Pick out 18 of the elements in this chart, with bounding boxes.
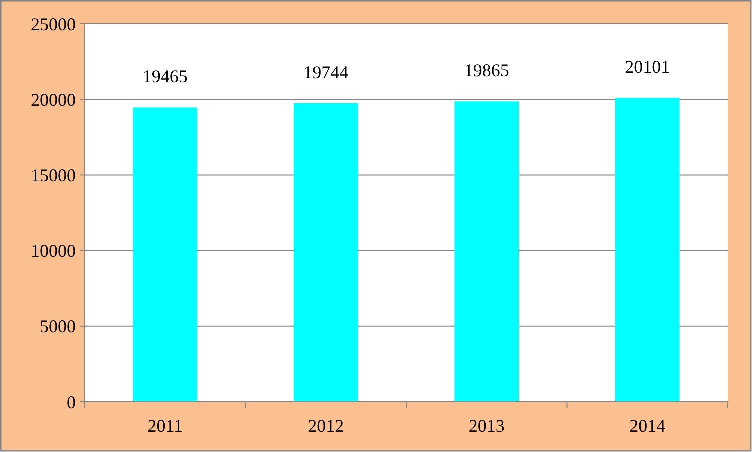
y-tick-label: 20000 bbox=[31, 90, 76, 110]
y-tick-label: 25000 bbox=[31, 14, 76, 34]
bar bbox=[615, 98, 680, 402]
x-tick-label: 2011 bbox=[148, 416, 184, 436]
y-tick-label: 5000 bbox=[40, 316, 76, 337]
x-tick-label: 2013 bbox=[468, 416, 505, 436]
data-label: 20101 bbox=[625, 57, 670, 78]
data-label: 19865 bbox=[464, 60, 510, 81]
y-tick-label: 10000 bbox=[31, 241, 76, 262]
x-tick-label: 2012 bbox=[308, 416, 344, 436]
bar bbox=[133, 108, 198, 402]
bar bbox=[294, 103, 358, 402]
x-tick-label: 2014 bbox=[630, 416, 666, 436]
bar bbox=[454, 102, 520, 402]
y-tick-label: 0 bbox=[67, 392, 76, 412]
data-label: 19744 bbox=[304, 62, 349, 82]
data-label: 19465 bbox=[142, 66, 188, 87]
y-tick-label: 15000 bbox=[31, 166, 76, 186]
